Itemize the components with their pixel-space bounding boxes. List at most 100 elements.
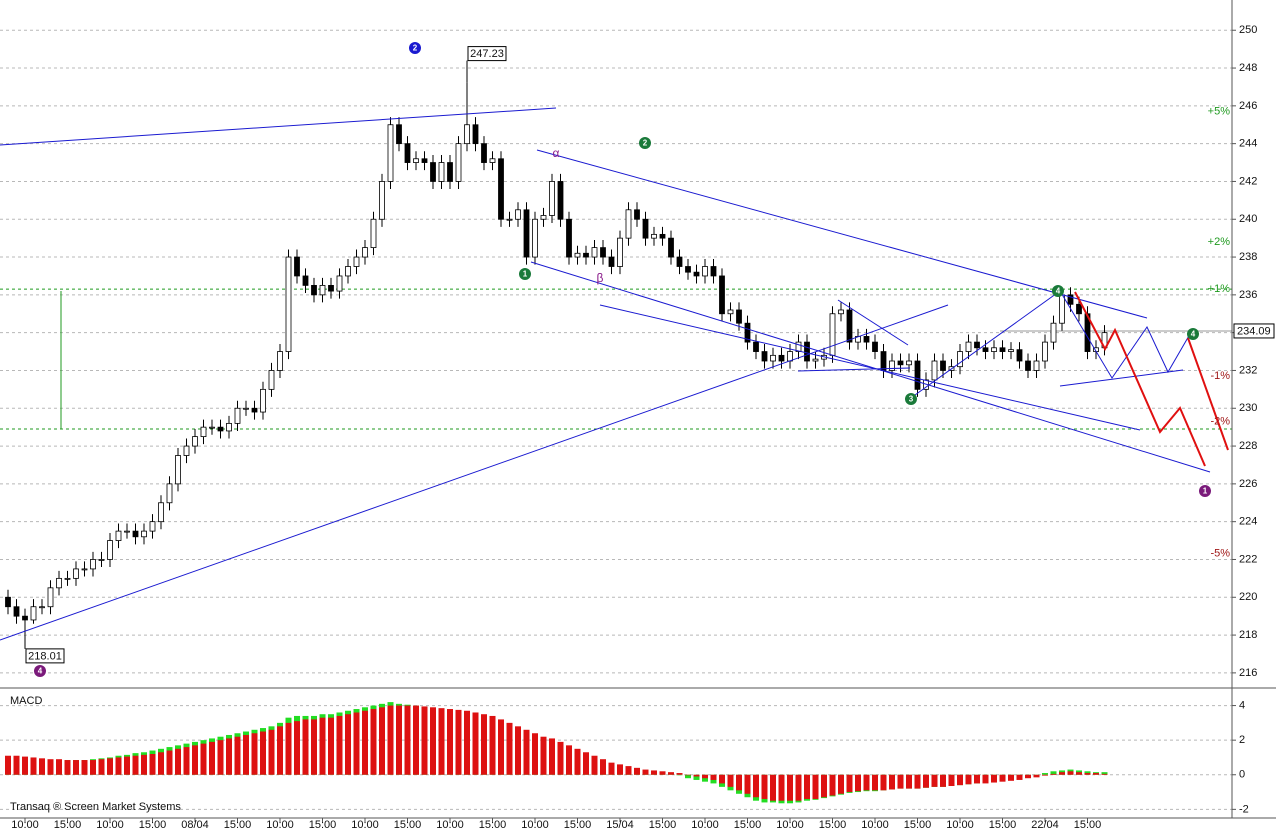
macd-bar [991, 774, 997, 783]
candle-body [47, 587, 54, 608]
y-tick-label: 236 [1239, 289, 1257, 301]
x-tick-label: 15:00 [819, 819, 847, 831]
candle-body [404, 143, 411, 163]
macd-bar [268, 729, 275, 775]
macd-bar [948, 774, 955, 786]
x-tick-label: 08/04 [181, 819, 209, 831]
macd-bar [1101, 772, 1108, 775]
trend-line [797, 367, 911, 372]
macd-bar [13, 755, 20, 775]
candle-body [744, 322, 751, 343]
candle-body [523, 209, 530, 258]
macd-bar [421, 706, 428, 775]
macd-bar [617, 764, 623, 775]
macd-bar [634, 767, 640, 775]
macd-bar [736, 774, 742, 791]
x-tick-label: 15:00 [904, 819, 932, 831]
x-tick-label: 15:00 [989, 819, 1017, 831]
candle-body [13, 606, 20, 617]
wave-marker [1052, 285, 1064, 297]
candle-body [957, 351, 963, 368]
macd-bar [336, 715, 343, 775]
macd-bar [1008, 774, 1014, 781]
macd-bar [829, 774, 836, 796]
candle-body [889, 360, 895, 371]
candle-body [872, 341, 878, 352]
wave-marker [409, 42, 421, 54]
candle-body [379, 181, 385, 220]
macd-bar [430, 707, 436, 775]
y-tick-label: 250 [1239, 24, 1257, 36]
macd-bar [175, 748, 181, 775]
candle-body [149, 521, 156, 532]
macd-bar [821, 774, 827, 798]
macd-bar [132, 755, 139, 775]
callout-box [25, 648, 65, 664]
macd-bar [90, 760, 96, 775]
macd-bar [472, 712, 479, 775]
wave-label: 2 [643, 139, 648, 148]
candle-body [812, 358, 819, 362]
candle-body [804, 341, 810, 362]
trend-line [536, 149, 1148, 319]
candle-body [1008, 349, 1014, 352]
wave-label: β [597, 271, 604, 285]
macd-bar [566, 745, 572, 775]
candle-body [370, 218, 377, 249]
candle-body [719, 275, 725, 315]
macd-bar [787, 774, 793, 801]
macd-bar [56, 759, 62, 775]
candle-body [659, 233, 666, 239]
candles [5, 82, 1108, 804]
candle-body [761, 351, 768, 362]
trend-line [530, 261, 1211, 473]
macd-bar [549, 738, 555, 775]
macd-bar [753, 774, 759, 798]
macd-bar [676, 773, 683, 775]
candle-body [472, 124, 479, 145]
candle-body [285, 256, 292, 352]
candle-body [56, 577, 62, 589]
macd-bar [778, 774, 785, 801]
macd-bar [957, 774, 963, 786]
y-tick-label: 216 [1239, 667, 1257, 679]
y-tick-label: 222 [1239, 553, 1257, 565]
x-tick-label: 10:00 [351, 819, 379, 831]
candle-body [438, 162, 445, 182]
macd-bar [217, 740, 224, 775]
trend-line [0, 304, 949, 641]
macd-bar [251, 733, 258, 775]
candle-body [294, 256, 300, 277]
candle-body [710, 266, 717, 277]
macd-bar [1025, 774, 1031, 779]
macd-bar [107, 758, 113, 775]
macd-bar [906, 774, 912, 789]
x-tick-label: 15:00 [54, 819, 82, 831]
y-tick-label: 224 [1239, 516, 1257, 528]
macd-bar [200, 743, 207, 775]
x-tick-label: 10:00 [861, 819, 889, 831]
x-tick-label: 15:00 [734, 819, 762, 831]
candle-body [158, 502, 164, 523]
candle-body [982, 347, 989, 352]
candle-body [838, 309, 844, 315]
candle-body [931, 360, 938, 381]
x-tick-label: 15:00 [564, 819, 592, 831]
macd-bar [982, 774, 989, 784]
wave-marker [1199, 485, 1211, 497]
macd-bar [872, 774, 878, 791]
candle-body [914, 360, 921, 390]
macd-bar [889, 774, 895, 790]
candle-body [668, 237, 674, 258]
candle-body [328, 285, 334, 292]
candle-body [387, 124, 394, 182]
wave-label: 1 [1203, 487, 1208, 496]
x-tick-label: 10:00 [11, 819, 39, 831]
y-tick-label: 242 [1239, 175, 1257, 187]
macd-bar [141, 754, 147, 775]
macd-bar [642, 769, 649, 775]
y-tick-label: 4 [1239, 699, 1245, 711]
macd-bar [914, 774, 921, 789]
trend-lines [0, 107, 1229, 641]
macd-bar [302, 719, 309, 775]
